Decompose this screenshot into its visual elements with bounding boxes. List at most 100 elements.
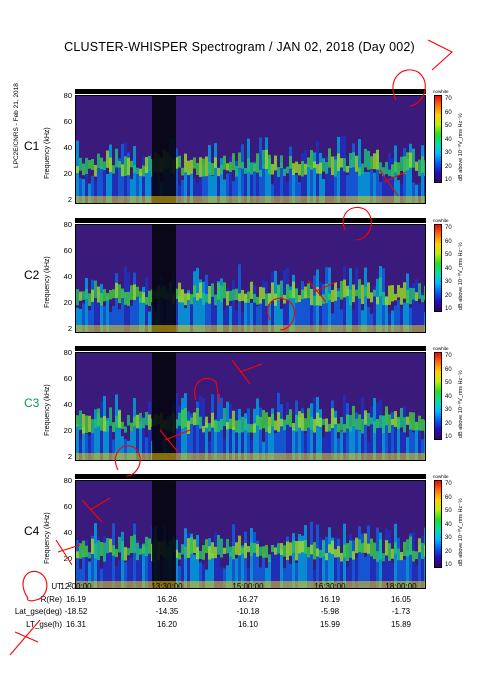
colorbar-title: nowhite xyxy=(433,218,449,223)
colorbar-tick: 20 xyxy=(445,292,452,299)
y-tick-label: 20 xyxy=(63,426,72,435)
x-axis-value: 16.19 xyxy=(65,594,87,604)
x-row-label: UT xyxy=(51,582,62,591)
colorbar-title: nowhite xyxy=(433,89,449,94)
watermark-stroke xyxy=(114,445,141,477)
y-tick-label: 80 xyxy=(63,91,72,100)
colorbar-tick: 30 xyxy=(445,407,452,413)
watermark-stroke xyxy=(81,497,111,523)
x-axis-value: 16:30:00 xyxy=(314,582,346,591)
spectrogram-image xyxy=(75,352,426,461)
x-row-label: R(Re) xyxy=(40,594,62,604)
y-tick-label: 20 xyxy=(63,169,72,178)
data-coverage-bar xyxy=(75,346,426,351)
colorbar-tick: 50 xyxy=(445,252,452,258)
colorbar-tick: 30 xyxy=(445,279,452,285)
colorbar-tick: 40 xyxy=(445,393,452,400)
colorbar xyxy=(434,480,442,568)
colorbar-tick: 60 xyxy=(445,238,452,245)
data-coverage-bar xyxy=(75,218,426,223)
watermark-stroke xyxy=(427,39,453,71)
x-axis-value: 16.31 xyxy=(65,619,87,629)
watermark-stroke xyxy=(342,206,372,241)
x-row-label: LT_gse(h) xyxy=(26,619,62,629)
x-axis-value: 16.27 xyxy=(237,594,259,604)
chart-title: CLUSTER-WHISPER Spectrogram / JAN 02, 20… xyxy=(64,40,415,54)
spacecraft-label: C3 xyxy=(24,396,40,410)
colorbar-title: nowhite xyxy=(433,474,449,479)
colorbar-title: nowhite xyxy=(433,346,449,351)
colorbar-tick: 10 xyxy=(445,177,452,183)
colorbar xyxy=(434,224,442,312)
x-axis-value: 18:00:00 xyxy=(385,582,417,591)
y-tick-label: 60 xyxy=(63,117,72,126)
panel-c4: C4 Frequency (kHz) 80 60 40 20 2 nowhite 70 60 50 4… xyxy=(0,474,479,600)
x-axis-value: -14.35 xyxy=(155,607,179,616)
x-axis-value: -18.52 xyxy=(64,607,88,616)
spectrogram-image xyxy=(75,95,426,204)
colorbar-tick: 70 xyxy=(445,353,452,359)
y-tick-label: 40 xyxy=(63,272,72,281)
x-axis-value: 16.10 xyxy=(237,619,259,629)
colorbar xyxy=(434,352,442,440)
watermark-stroke xyxy=(379,169,407,197)
watermark-stroke xyxy=(22,570,48,602)
colorbar-tick: 50 xyxy=(445,380,452,386)
watermark-stroke xyxy=(307,279,337,303)
x-axis-value: -5.98 xyxy=(320,607,340,616)
x-axis-row: R(Re) 16.19 16.26 16.27 16.19 16.05 xyxy=(0,595,479,606)
panel-c3: C3 Frequency (kHz) 80 60 40 20 2 nowhite 70 60 50 4… xyxy=(0,346,479,472)
x-axis-value: 15.89 xyxy=(390,619,412,629)
colorbar-tick: 30 xyxy=(445,535,452,541)
y-tick-label: 60 xyxy=(63,502,72,511)
x-axis-value: 16.19 xyxy=(319,594,341,604)
colorbar-tick: 20 xyxy=(445,163,452,170)
watermark-stroke xyxy=(267,297,295,331)
x-row-label: Lat_gse(deg) xyxy=(14,607,62,616)
y-tick-label: 2 xyxy=(67,580,72,589)
watermark-stroke xyxy=(392,69,426,107)
y-tick-label: 40 xyxy=(63,143,72,152)
panel-c2: C2 Frequency (kHz) 80 60 40 20 2 nowhite 70 60 50 4… xyxy=(0,218,479,344)
x-axis-row: LT_gse(h) 16.31 16.20 16.10 15.99 15.89 xyxy=(0,620,479,631)
y-tick-label: 2 xyxy=(67,324,72,333)
colorbar-tick: 10 xyxy=(445,306,452,312)
colorbar-tick: 30 xyxy=(445,150,452,156)
x-axis-table: UT 12:00:00 13:30:00 15:00:00 16:30:00 18:00:… xyxy=(0,582,479,662)
colorbar-tick: 40 xyxy=(445,521,452,528)
colorbar-tick: 20 xyxy=(445,420,452,427)
y-tick-label: 80 xyxy=(63,220,72,229)
colorbar xyxy=(434,95,442,183)
colorbar-tick: 10 xyxy=(445,434,452,440)
watermark-stroke xyxy=(9,619,41,656)
panel-c1: C1 Frequency (kHz) 80 60 40 20 2 nowhite 70 60 50 4… xyxy=(0,89,479,215)
watermark-stroke xyxy=(194,377,221,405)
y-tick-label: 2 xyxy=(67,452,72,461)
colorbar-tick: 10 xyxy=(445,562,452,568)
colorbar-tick: 70 xyxy=(445,481,452,487)
colorbar-tick: 40 xyxy=(445,136,452,143)
x-axis-value: -10.18 xyxy=(236,607,260,616)
y-tick-label: 2 xyxy=(67,195,72,204)
colorbar-tick: 50 xyxy=(445,508,452,514)
y-tick-label: 20 xyxy=(63,298,72,307)
y-tick-label: 40 xyxy=(63,400,72,409)
x-axis-value: 16.05 xyxy=(390,594,412,604)
data-coverage-bar xyxy=(75,474,426,479)
colorbar-tick: 40 xyxy=(445,265,452,272)
colorbar-tick: 20 xyxy=(445,548,452,555)
x-axis-row: UT 12:00:00 13:30:00 15:00:00 16:30:00 18:00:… xyxy=(0,582,479,593)
spacecraft-label: C4 xyxy=(24,524,40,538)
watermark-stroke xyxy=(55,539,81,566)
spacecraft-label: C2 xyxy=(24,268,40,282)
spectrogram-image xyxy=(75,480,426,589)
y-tick-label: 80 xyxy=(63,476,72,485)
x-axis-value: -1.73 xyxy=(391,607,411,616)
x-axis-value: 13:30:00 xyxy=(151,582,183,591)
colorbar-tick: 70 xyxy=(445,225,452,231)
x-axis-value: 12:00:00 xyxy=(60,582,92,591)
colorbar-tick: 60 xyxy=(445,109,452,116)
colorbar-tick: 60 xyxy=(445,494,452,501)
y-tick-label: 80 xyxy=(63,348,72,357)
